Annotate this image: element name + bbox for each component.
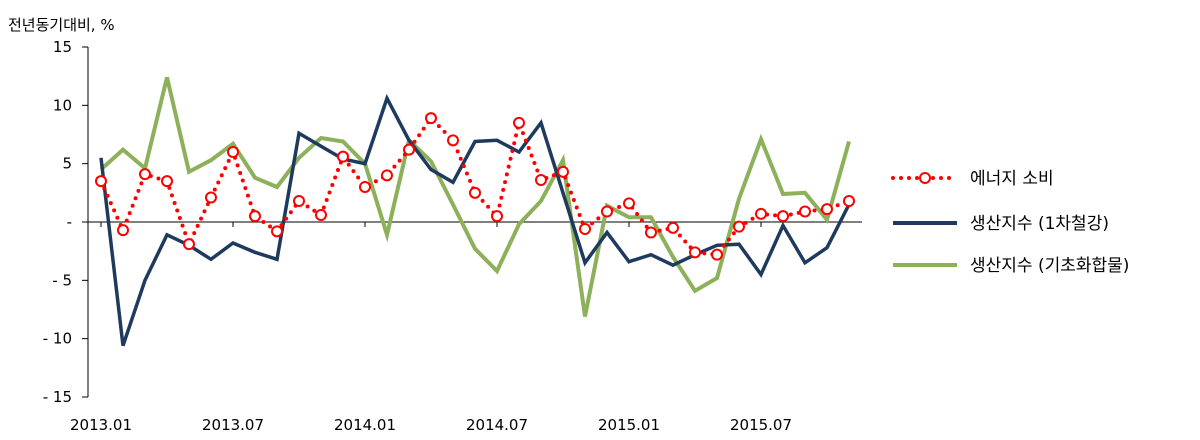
data-point — [117, 224, 129, 237]
y-tick-labels: 15 10 5 - - 5 - 10 - 15 — [43, 38, 72, 406]
legend-label: 생산지수 (기초화합물) — [970, 256, 1129, 276]
data-point — [535, 174, 547, 186]
data-point — [667, 221, 679, 234]
data-point — [183, 238, 195, 251]
y-tick-label: - 10 — [43, 330, 72, 348]
x-tick-labels: 2013.01 2013.07 2014.01 2014.07 2015.01 2015.… — [70, 416, 792, 434]
data-point — [557, 165, 569, 178]
x-tick-label: 2015.07 — [730, 416, 792, 434]
data-point — [601, 205, 613, 218]
y-tick-label: - — [67, 213, 72, 231]
legend-label: 에너지 소비 — [970, 169, 1054, 189]
data-point — [227, 146, 239, 158]
series-line — [99, 76, 851, 317]
legend-item: 생산지수 (1차철강) — [893, 214, 1109, 234]
x-tick-label: 2014.01 — [334, 416, 396, 434]
data-point — [513, 116, 525, 129]
data-point — [205, 191, 217, 204]
data-point — [359, 181, 371, 193]
y-tick-label: 5 — [62, 155, 72, 173]
data-point — [271, 225, 283, 238]
data-point — [623, 197, 635, 210]
data-point — [95, 175, 107, 188]
data-point — [755, 207, 767, 220]
legend-item: 에너지 소비 — [891, 169, 1054, 189]
x-tick-label: 2014.07 — [466, 416, 528, 434]
data-point — [139, 168, 151, 181]
data-point — [821, 203, 833, 216]
data-point — [337, 150, 349, 163]
y-axis-title: 전년동기대비, % — [8, 16, 115, 34]
data-point — [711, 248, 723, 261]
legend-item: 생산지수 (기초화합물) — [893, 256, 1129, 276]
y-tick-label: - 5 — [52, 271, 72, 289]
legend-marker — [919, 172, 931, 184]
series-2 — [99, 76, 851, 317]
data-point — [249, 210, 261, 223]
data-point — [447, 134, 459, 147]
data-point — [381, 169, 393, 182]
data-point — [425, 112, 437, 125]
legend-label: 생산지수 (1차철강) — [970, 214, 1109, 234]
series-line — [99, 115, 851, 257]
data-point — [843, 195, 855, 207]
data-point — [315, 209, 327, 221]
series-0 — [95, 112, 855, 261]
data-point — [645, 226, 657, 239]
data-point — [491, 210, 503, 223]
series-lines — [95, 76, 855, 347]
x-tick-label: 2013.01 — [70, 416, 132, 434]
y-tick-label: - 15 — [43, 388, 72, 406]
data-point — [777, 210, 789, 223]
data-point — [293, 195, 305, 207]
data-point — [161, 175, 173, 188]
data-point — [689, 246, 701, 259]
data-point — [799, 205, 811, 218]
y-tick-label: 15 — [53, 38, 72, 56]
data-point — [733, 220, 745, 233]
x-tick-label: 2013.07 — [202, 416, 264, 434]
data-point — [579, 223, 591, 235]
y-tick-label: 10 — [53, 96, 72, 114]
x-tick-label: 2015.01 — [598, 416, 660, 434]
data-point — [403, 143, 415, 156]
data-point — [469, 186, 481, 199]
